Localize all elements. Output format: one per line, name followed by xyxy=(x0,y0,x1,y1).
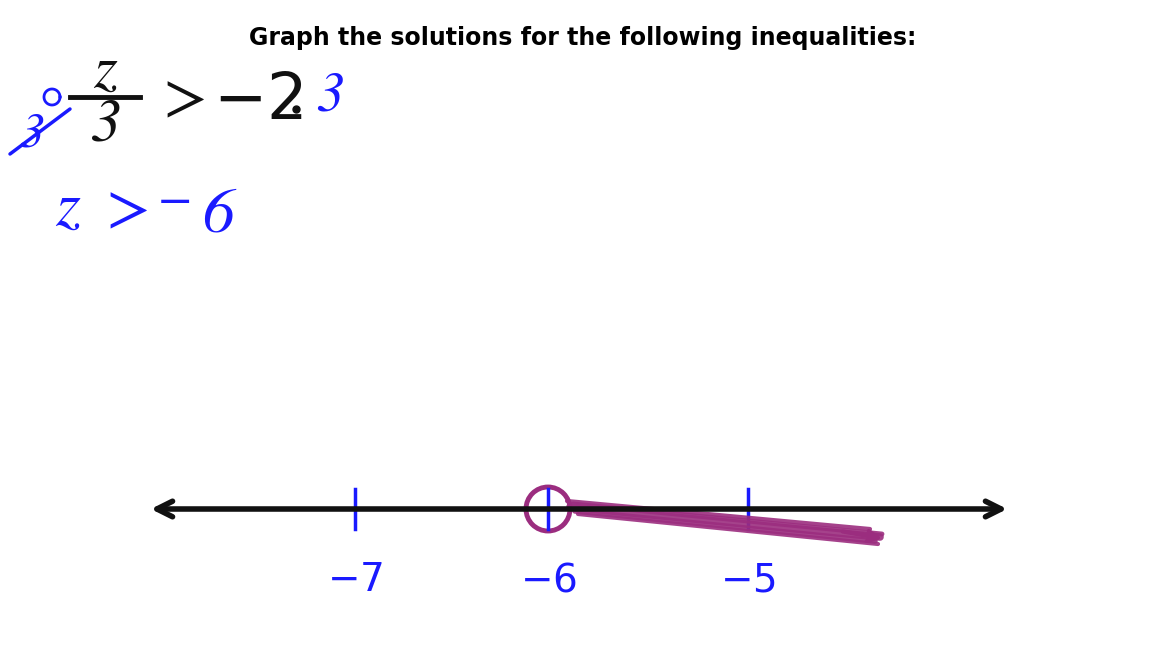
Text: >: > xyxy=(106,183,150,242)
Text: −: − xyxy=(157,179,192,224)
Text: 3: 3 xyxy=(20,112,44,156)
Text: 3: 3 xyxy=(316,72,344,122)
Text: $-7$: $-7$ xyxy=(326,561,384,599)
Text: $-2$: $-2$ xyxy=(213,70,303,132)
Text: Graph the solutions for the following inequalities:: Graph the solutions for the following in… xyxy=(250,26,916,50)
Text: $-6$: $-6$ xyxy=(520,561,576,599)
Text: z: z xyxy=(56,181,80,237)
Text: 6: 6 xyxy=(202,188,234,244)
Text: 3: 3 xyxy=(90,98,120,153)
Text: >: > xyxy=(163,72,206,130)
Text: $-5$: $-5$ xyxy=(721,561,775,599)
Text: z: z xyxy=(93,44,117,100)
